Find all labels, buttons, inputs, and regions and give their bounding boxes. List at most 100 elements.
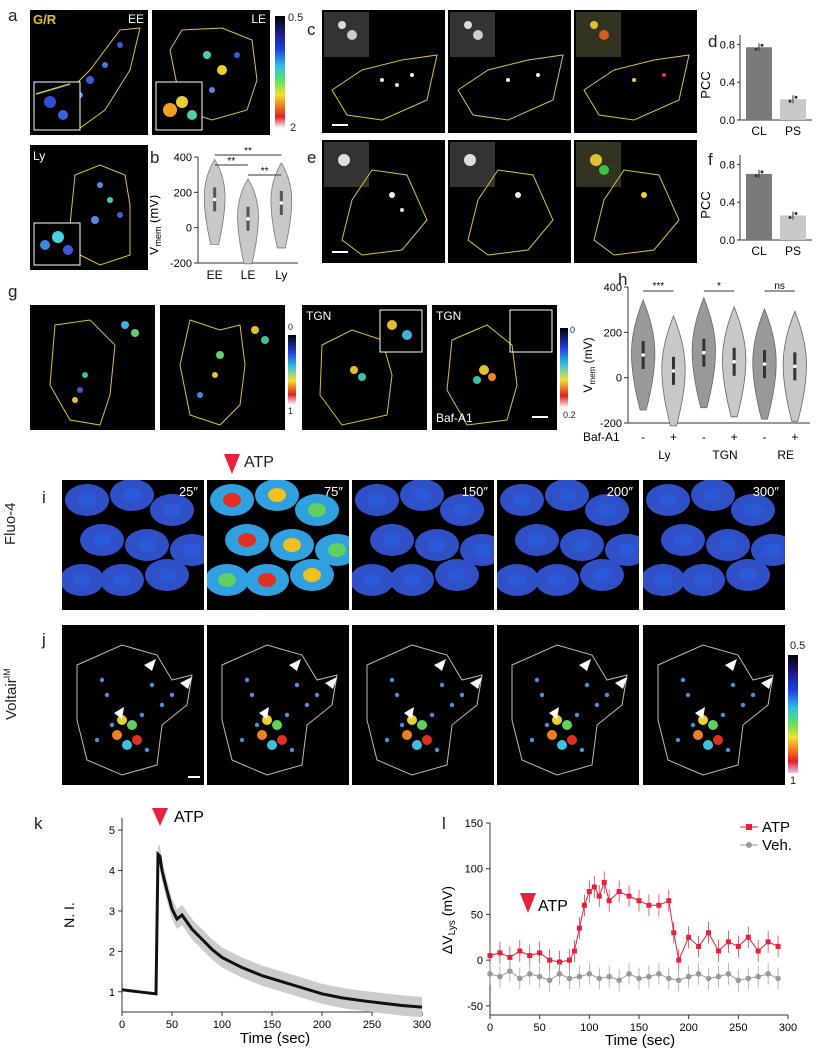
- l-point: [606, 898, 612, 904]
- image-late-endosome: LE: [152, 10, 270, 135]
- l-point: [537, 950, 543, 956]
- vesicle: [690, 722, 696, 728]
- vesicle: [104, 692, 110, 698]
- k-atp-label: ATP: [174, 809, 204, 826]
- l-point: [686, 934, 692, 940]
- h-sign-label: +: [791, 430, 798, 444]
- image-early-endosome: G/R EE: [30, 10, 148, 135]
- arrowhead: [259, 707, 269, 719]
- cell-core: [473, 543, 491, 557]
- h-sign-label: -: [763, 430, 767, 444]
- tag-baf: Baf-A1: [436, 411, 473, 425]
- cell-core: [138, 538, 156, 552]
- vesicle: [675, 737, 681, 743]
- image-c-channel-1: [322, 10, 445, 133]
- k-xtick-label: 0: [119, 1019, 125, 1031]
- cell-outline: [76, 644, 193, 776]
- l-legend-marker: [746, 842, 752, 848]
- l-point: [696, 943, 702, 949]
- panel-label-c: c: [307, 20, 316, 39]
- l-xtick-label: 100: [580, 1022, 598, 1034]
- l-ytick-label: 50: [471, 909, 483, 921]
- l-point: [745, 934, 751, 940]
- vesicle: [417, 720, 427, 730]
- atp-label-i: ATP: [244, 454, 274, 471]
- cell-outline: [221, 644, 338, 776]
- vesicle: [272, 720, 282, 730]
- bar-ytick-label: 0.4: [720, 197, 735, 209]
- k-ytick-label: 2: [109, 946, 115, 958]
- vesicle: [429, 712, 435, 718]
- vesicle: [144, 747, 150, 753]
- cell-core: [674, 533, 692, 547]
- time-label: 150″: [461, 484, 488, 499]
- l-legend-label: ATP: [762, 819, 790, 836]
- vesicle: [254, 722, 260, 728]
- l-ytick-label: 100: [465, 864, 483, 876]
- colorbar-g2: [560, 328, 568, 408]
- l-point: [526, 971, 533, 977]
- b-sig-label: **: [261, 166, 269, 177]
- cell-core: [448, 568, 466, 582]
- l-point: [775, 975, 781, 982]
- vesicle: [267, 740, 277, 750]
- vesicle: [109, 722, 115, 728]
- h-row-label: Baf-A1: [583, 430, 620, 444]
- l-point: [765, 939, 771, 945]
- h-ytick-label: 200: [604, 327, 622, 339]
- l-point: [685, 973, 692, 980]
- cell-core: [573, 538, 591, 552]
- image-lysosome: Ly: [30, 145, 148, 270]
- vesicle: [384, 737, 390, 743]
- arrowhead: [114, 707, 124, 719]
- vesicle: [574, 712, 580, 718]
- fluo4-frame: 150″: [352, 480, 494, 610]
- l-point: [556, 971, 563, 977]
- l-atp-label: ATP: [538, 898, 568, 915]
- ratio-legend: G/R: [33, 12, 57, 27]
- image-e-channel-2: [448, 140, 571, 263]
- arrowhead: [180, 677, 192, 689]
- l-point: [705, 975, 712, 982]
- vesicle: [112, 730, 122, 740]
- l-point: [566, 975, 573, 982]
- cell-core: [453, 503, 471, 517]
- chart-b: Vmem (mV) -200 0 200 400 EE LE Ly ** ** **: [150, 146, 298, 282]
- arrowhead: [289, 659, 301, 671]
- bar-point: [760, 43, 764, 47]
- cell-core: [113, 573, 131, 587]
- panel-label-a: a: [8, 6, 18, 25]
- cell-core: [428, 538, 446, 552]
- vesicle: [122, 740, 132, 750]
- cell-core: [719, 538, 737, 552]
- arrowhead: [725, 659, 737, 671]
- panel-label-i: i: [42, 488, 46, 507]
- tag-ee: EE: [127, 12, 144, 26]
- vesicle: [289, 747, 295, 753]
- h-sign-label: +: [731, 430, 738, 444]
- vesicle: [703, 740, 713, 750]
- arrowhead: [434, 659, 446, 671]
- cell-core: [548, 573, 566, 587]
- bar: [780, 99, 806, 120]
- vesicle: [99, 677, 105, 683]
- l-point: [487, 953, 493, 959]
- vesicle: [539, 692, 545, 698]
- vesicle: [693, 730, 703, 740]
- l-point: [775, 943, 781, 949]
- l-point: [755, 973, 761, 980]
- b-xtick-label: Ly: [275, 268, 287, 282]
- bar-xtick-label: CL: [751, 244, 767, 258]
- l-point: [646, 973, 652, 980]
- h-violin-median: [641, 353, 645, 357]
- l-point: [497, 973, 503, 980]
- h-sign-label: -: [641, 430, 645, 444]
- l-point: [576, 973, 583, 980]
- vesicle: [257, 730, 267, 740]
- cell-core: [308, 503, 326, 517]
- l-point: [507, 968, 513, 974]
- l-point: [715, 973, 722, 980]
- colorbar-g-top: 0: [288, 322, 294, 332]
- l-point: [735, 943, 741, 949]
